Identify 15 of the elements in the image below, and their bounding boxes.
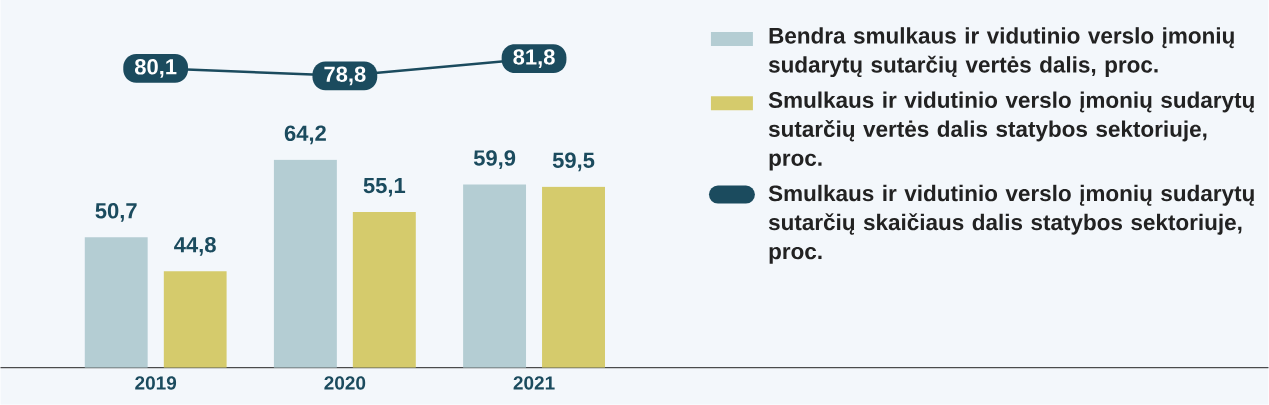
legend-label: Smulkaus ir vidutinio verslo įmonių sudarytų sutarčių vertės dalis statybos sektoriuje, proc. [768, 91, 1254, 171]
data-label: 50,7 [95, 203, 137, 222]
x-tick-label: 2020 [324, 376, 366, 390]
data-label: 64,2 [284, 125, 326, 145]
legend-label: Bendra smulkaus ir vidutinio verslo įmonių sudarytų sutarčių vertės dalis, proc. [768, 27, 1234, 78]
legend-label: Smulkaus ir vidutinio verslo įmonių sudarytų sutarčių skaičiaus dalis statybos sektoriuje, proc. [768, 184, 1254, 264]
x-tick-label: 2019 [135, 376, 177, 390]
data-label: 59,5 [552, 152, 595, 172]
x-tick-label: 2021 [513, 376, 555, 390]
data-label: 55,1 [363, 178, 406, 197]
data-label: 81,8 [513, 49, 555, 69]
data-label: 80,1 [134, 59, 177, 78]
data-label: 44,8 [174, 237, 216, 256]
data-label: 78,8 [324, 66, 366, 86]
data-label: 59,9 [473, 150, 516, 170]
